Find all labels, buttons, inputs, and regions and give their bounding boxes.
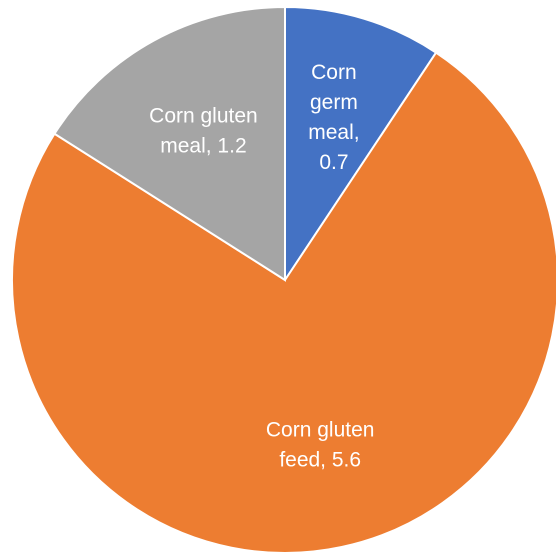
data-label-line: Corn gluten (149, 104, 258, 127)
data-label: Corn gluten meal, 1.2 (149, 104, 258, 157)
data-label-line: Corn gluten (266, 418, 375, 441)
pie-slice (284, 5, 438, 284)
data-label: Corn gluten feed, 5.6 (266, 418, 375, 471)
pie-slice (53, 5, 286, 282)
data-label-line: 0.7 (319, 151, 348, 174)
data-label-line: germ (310, 91, 358, 114)
pie-slice (11, 51, 556, 554)
data-label-line: meal, 1.2 (160, 134, 246, 157)
data-label: Corn germ meal, 0.7 (308, 61, 359, 174)
data-label-line: Corn (311, 61, 357, 84)
data-label-line: feed, 5.6 (279, 448, 361, 471)
data-label-line: meal, (308, 121, 359, 144)
